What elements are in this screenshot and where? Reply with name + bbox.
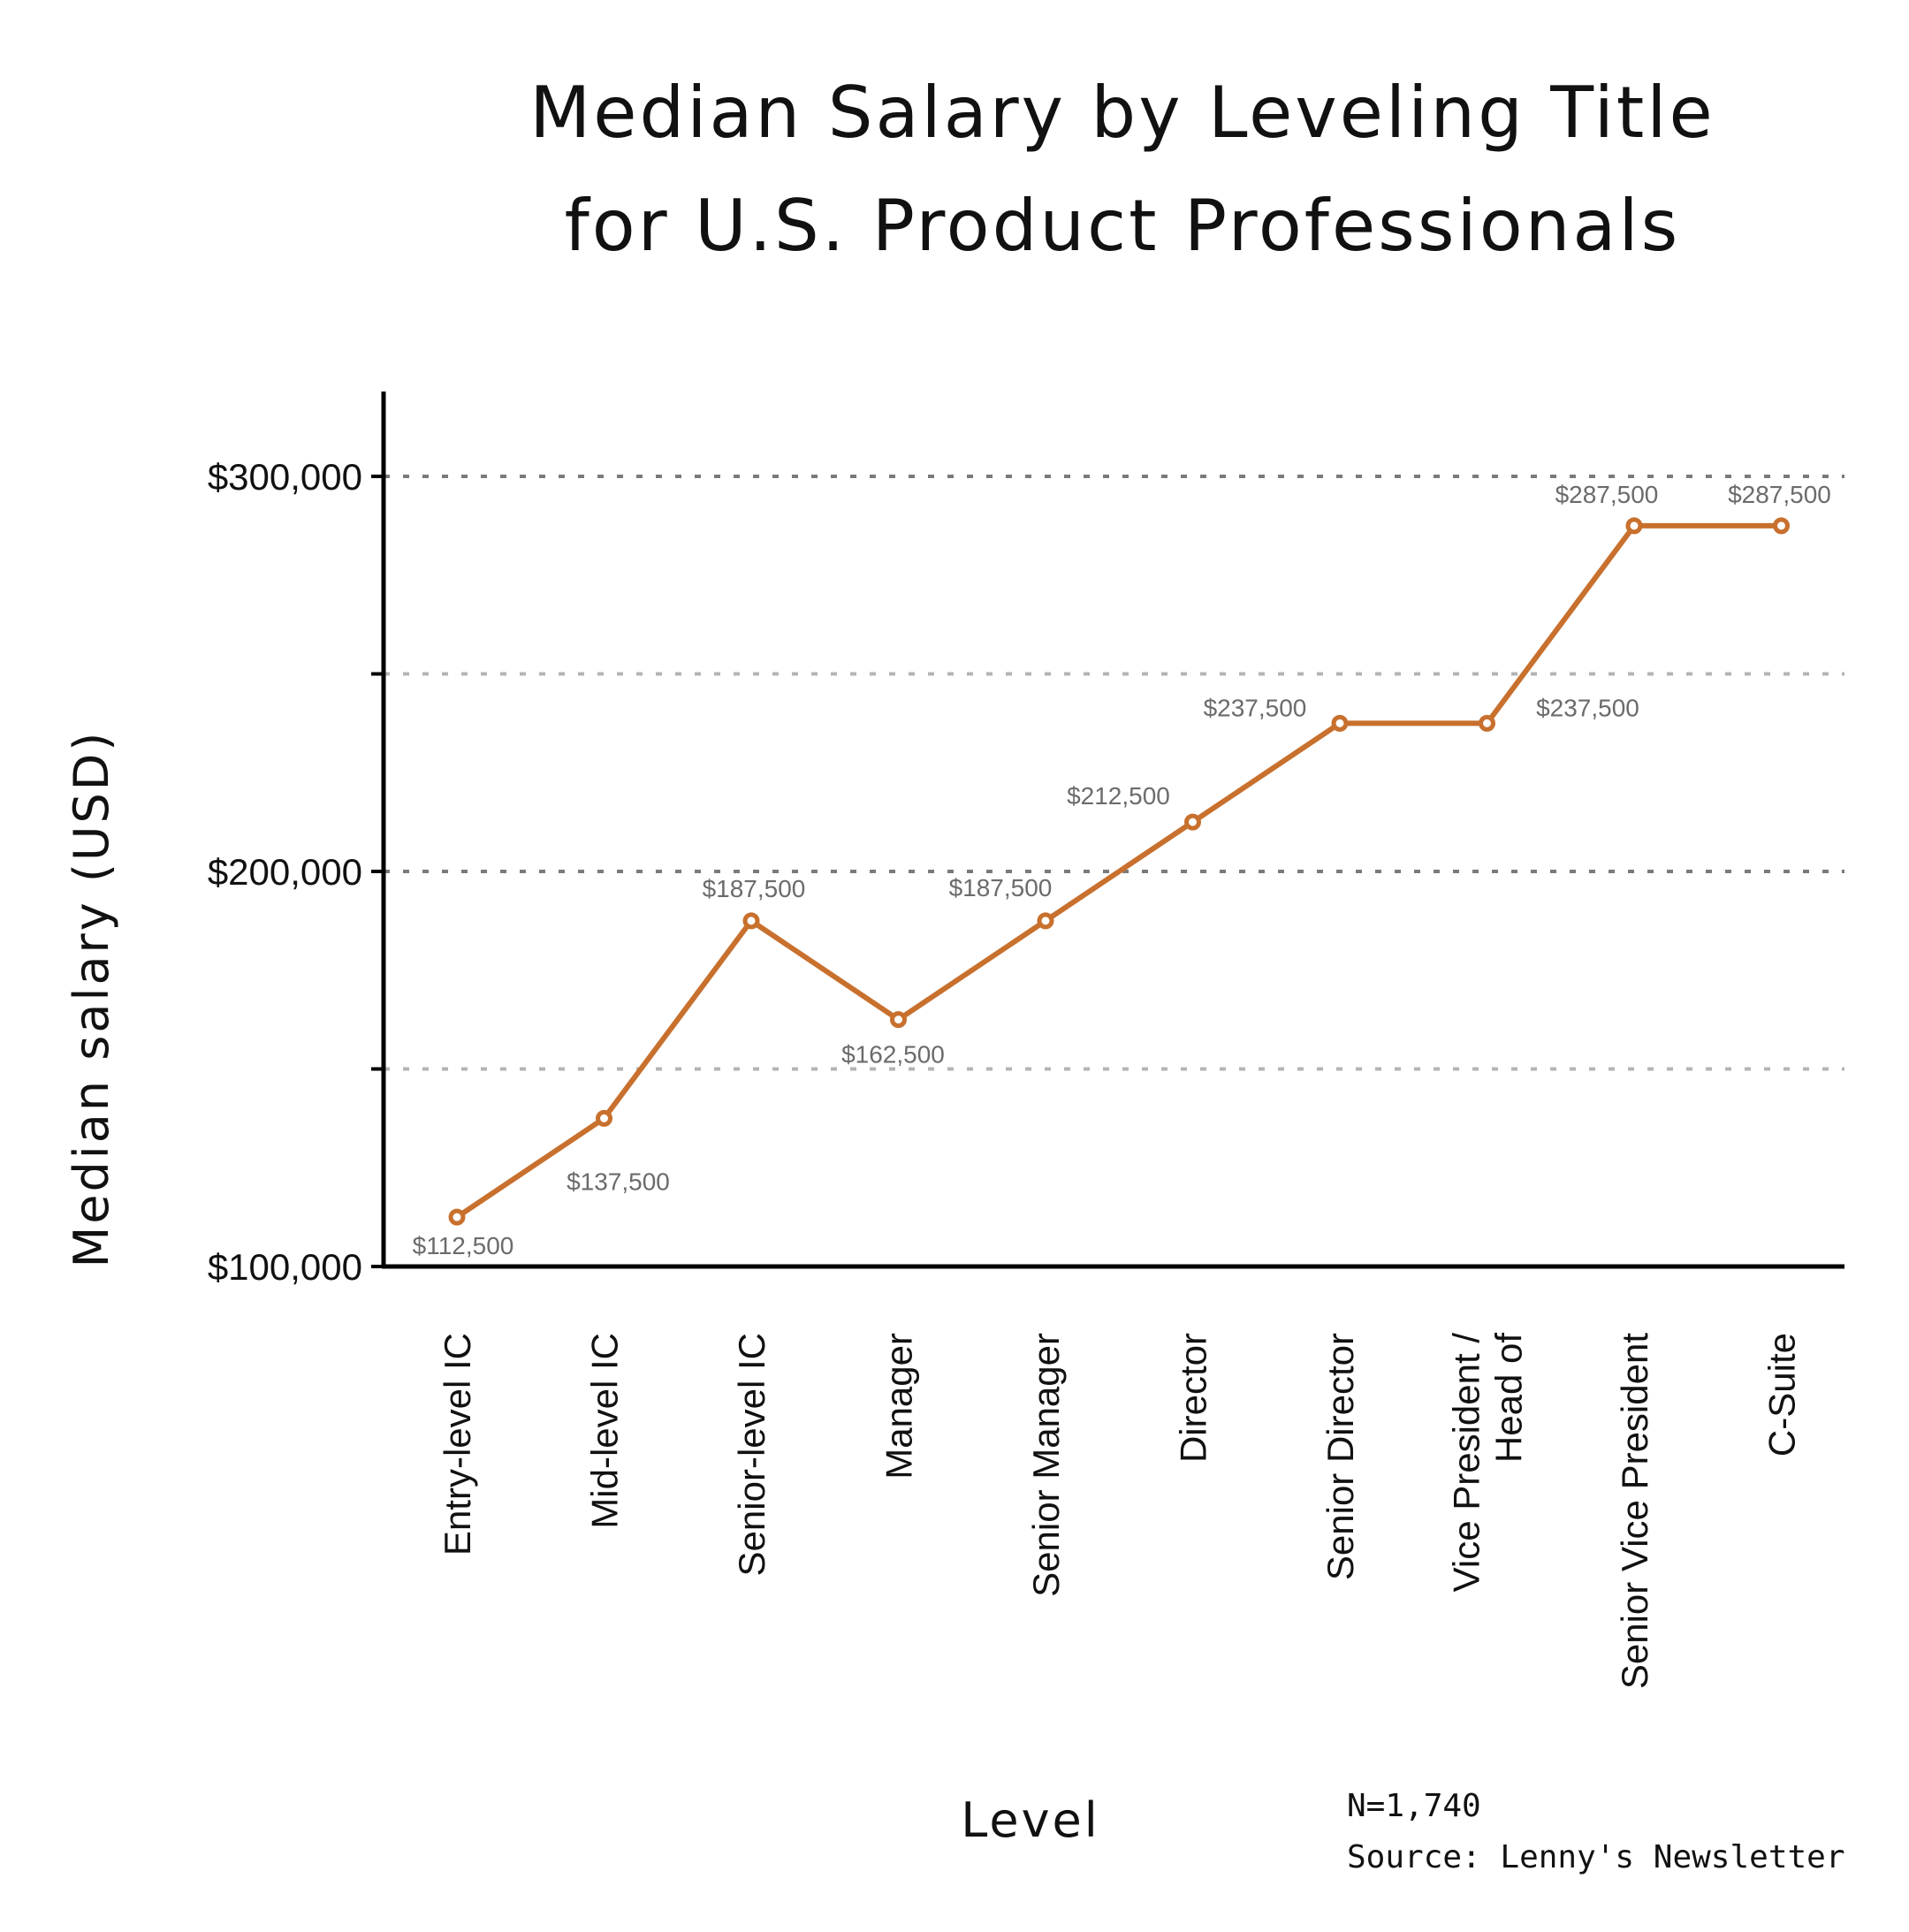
data-point [742, 912, 760, 930]
data-label: $287,500 [1728, 481, 1831, 508]
sample-size-note: N=1,740 [1347, 1788, 1481, 1824]
x-category-label: Head of [1488, 1333, 1530, 1463]
x-category-label: Senior Vice President [1614, 1333, 1655, 1689]
x-category-labels: Entry-level IC Mid-level IC Senior-level I… [437, 1333, 1803, 1689]
x-category-label: Senior-level IC [731, 1333, 772, 1576]
x-category-label: Director [1173, 1333, 1214, 1463]
data-label: $112,500 [413, 1232, 514, 1259]
data-point [1184, 813, 1201, 831]
series-line [454, 522, 1784, 1221]
data-point [1773, 517, 1790, 535]
data-point [890, 1011, 907, 1029]
chart-title-line-1: Median Salary by Leveling Title [529, 72, 1715, 154]
data-label: $287,500 [1555, 481, 1659, 508]
y-tick-label: $300,000 [208, 456, 362, 498]
data-point [1331, 714, 1349, 732]
x-category-label: C-Suite [1761, 1333, 1803, 1457]
data-point [1479, 714, 1495, 732]
data-label: $237,500 [1204, 694, 1307, 721]
gridlines [384, 475, 1844, 1071]
data-label: $187,500 [703, 875, 806, 902]
y-tick-label: $200,000 [208, 851, 362, 893]
series-line-group: $112,500 $137,500 $187,500 $162,500 $187,500… [413, 481, 1831, 1259]
x-category-label: Vice President / [1446, 1333, 1487, 1593]
data-label: $187,500 [949, 874, 1053, 901]
chart-title-line-2: for U.S. Product Professionals [565, 185, 1681, 267]
y-axis-title: Median salary (USD) [64, 730, 119, 1268]
data-label: $162,500 [841, 1041, 945, 1069]
x-category-label: Senior Manager [1025, 1333, 1067, 1597]
data-point [1037, 912, 1054, 930]
data-point [1625, 517, 1643, 535]
data-label: $212,500 [1067, 782, 1170, 810]
x-axis-title: Level [961, 1792, 1100, 1848]
data-point [448, 1208, 466, 1226]
x-category-label: Senior Director [1320, 1333, 1361, 1580]
data-label: $137,500 [567, 1168, 670, 1195]
y-tick-label: $100,000 [208, 1246, 362, 1288]
x-category-label: Mid-level IC [584, 1333, 626, 1529]
y-ticks: $100,000 $200,000 $300,000 [208, 456, 384, 1288]
data-label: $237,500 [1536, 694, 1639, 721]
data-point [596, 1109, 612, 1127]
x-category-label: Manager [878, 1333, 920, 1479]
x-category-label: Entry-level IC [437, 1333, 478, 1555]
source-note: Source: Lenny's Newsletter [1347, 1839, 1845, 1875]
